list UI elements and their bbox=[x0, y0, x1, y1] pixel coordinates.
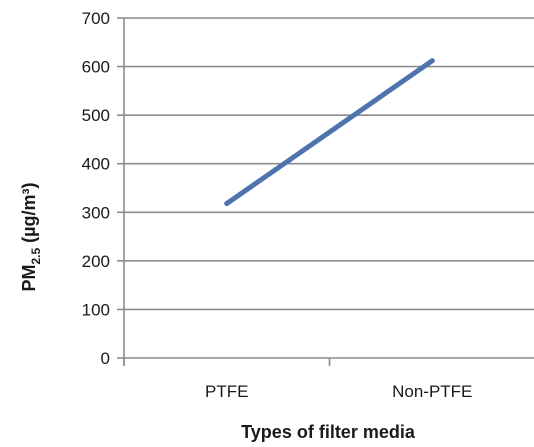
data-point bbox=[224, 201, 230, 207]
data-point bbox=[429, 58, 435, 64]
x-tick-label: PTFE bbox=[205, 382, 248, 401]
y-axis-title: PM2.5 (µg/m³) bbox=[19, 182, 43, 291]
x-axis-title: Types of filter media bbox=[241, 422, 416, 442]
x-tick-label: Non-PTFE bbox=[392, 382, 472, 401]
y-tick-label: 500 bbox=[82, 106, 110, 125]
y-tick-label: 700 bbox=[82, 9, 110, 28]
series-line bbox=[224, 58, 435, 207]
y-tick-label: 200 bbox=[82, 252, 110, 271]
y-tick-label: 300 bbox=[82, 203, 110, 222]
y-gridlines bbox=[124, 17, 534, 311]
y-axis: 0 100 200 300 400 500 600 700 bbox=[82, 9, 125, 368]
y-tick-label: 600 bbox=[82, 58, 110, 77]
x-axis: PTFE Non-PTFE bbox=[123, 357, 534, 401]
y-tick-label: 0 bbox=[101, 349, 110, 368]
y-tick-label: 400 bbox=[82, 155, 110, 174]
series-layer bbox=[224, 58, 435, 207]
y-tick-label: 100 bbox=[82, 300, 110, 319]
